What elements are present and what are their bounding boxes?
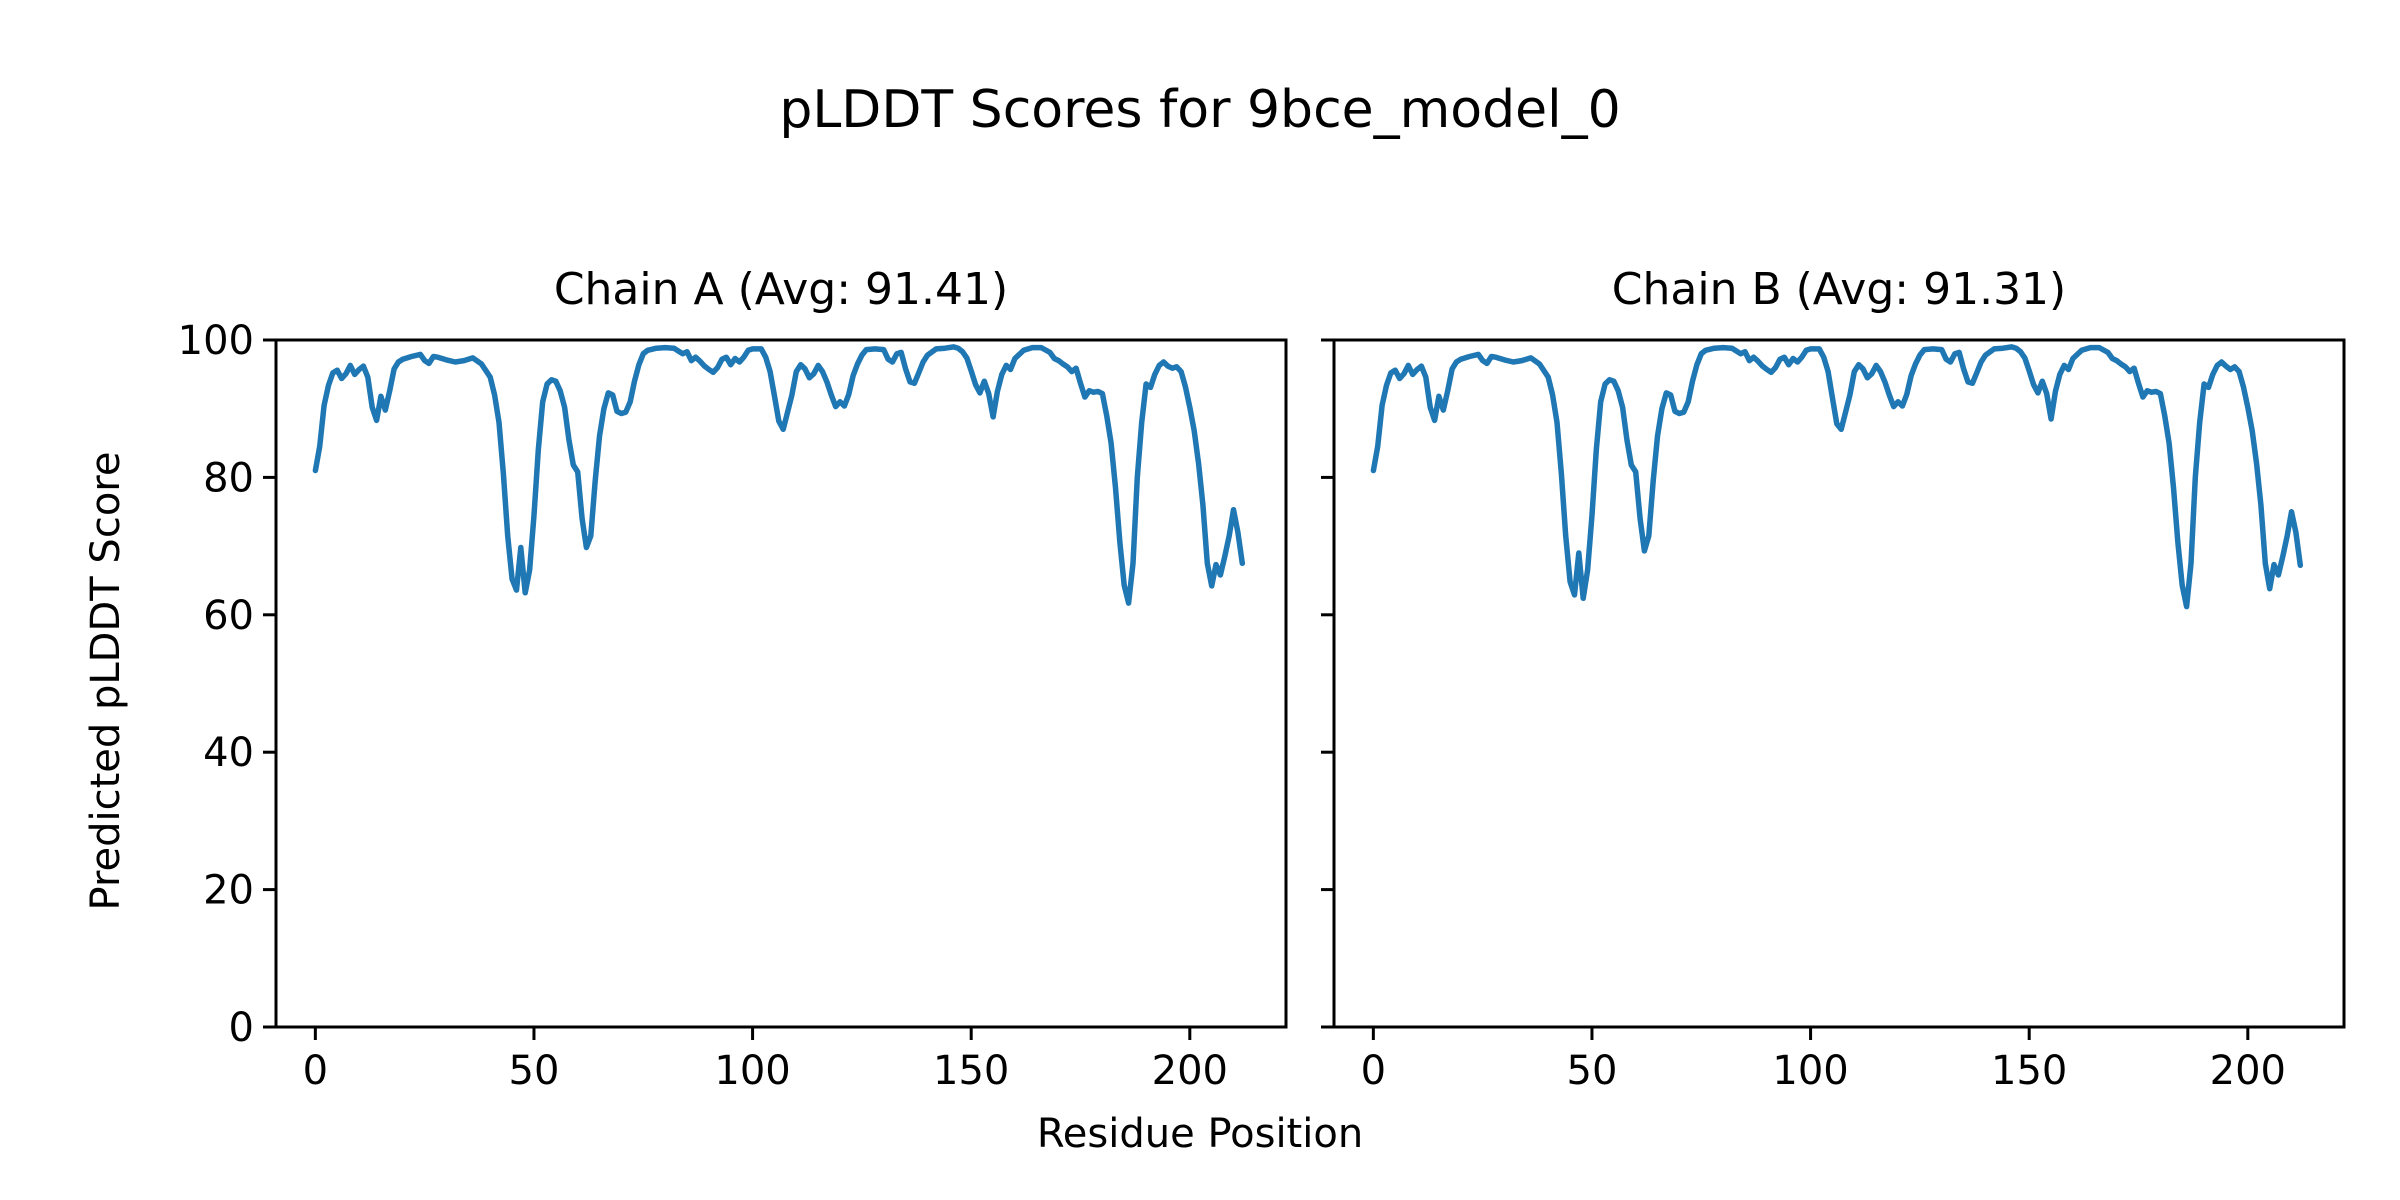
y-tick-label: 60: [203, 593, 254, 639]
x-tick-label: 50: [1567, 1048, 1618, 1094]
axes-border: [1332, 338, 2346, 1029]
figure-suptitle: pLDDT Scores for 9bce_model_0: [779, 80, 1621, 140]
plddt-line-chain-B: [1370, 344, 2304, 610]
plddt-line-chain-A: [312, 344, 1246, 606]
y-tick-label: 40: [203, 730, 254, 776]
y-tick-label: 20: [203, 868, 254, 914]
y-tick-label: 100: [178, 318, 254, 364]
x-tick-label: 0: [1361, 1048, 1386, 1094]
y-axis-label: Predicted pLDDT Score: [83, 451, 129, 911]
x-tick-label: 200: [2210, 1048, 2286, 1094]
x-tick-label: 200: [1152, 1048, 1228, 1094]
x-tick-label: 50: [509, 1048, 560, 1094]
y-tick-label: 80: [203, 455, 254, 501]
x-tick-label: 150: [933, 1048, 1009, 1094]
x-tick-label: 100: [1772, 1048, 1848, 1094]
chain-a-subplot-title: Chain A (Avg: 91.41): [553, 264, 1009, 315]
x-tick-label: 100: [714, 1048, 790, 1094]
y-tick-label: 0: [229, 1005, 254, 1051]
chain-b-subplot-title: Chain B (Avg: 91.31): [1611, 264, 2067, 315]
axes-border: [274, 338, 1288, 1029]
x-tick-label: 0: [303, 1048, 328, 1094]
x-tick-label: 150: [1991, 1048, 2067, 1094]
x-axis-label: Residue Position: [1036, 1111, 1364, 1157]
